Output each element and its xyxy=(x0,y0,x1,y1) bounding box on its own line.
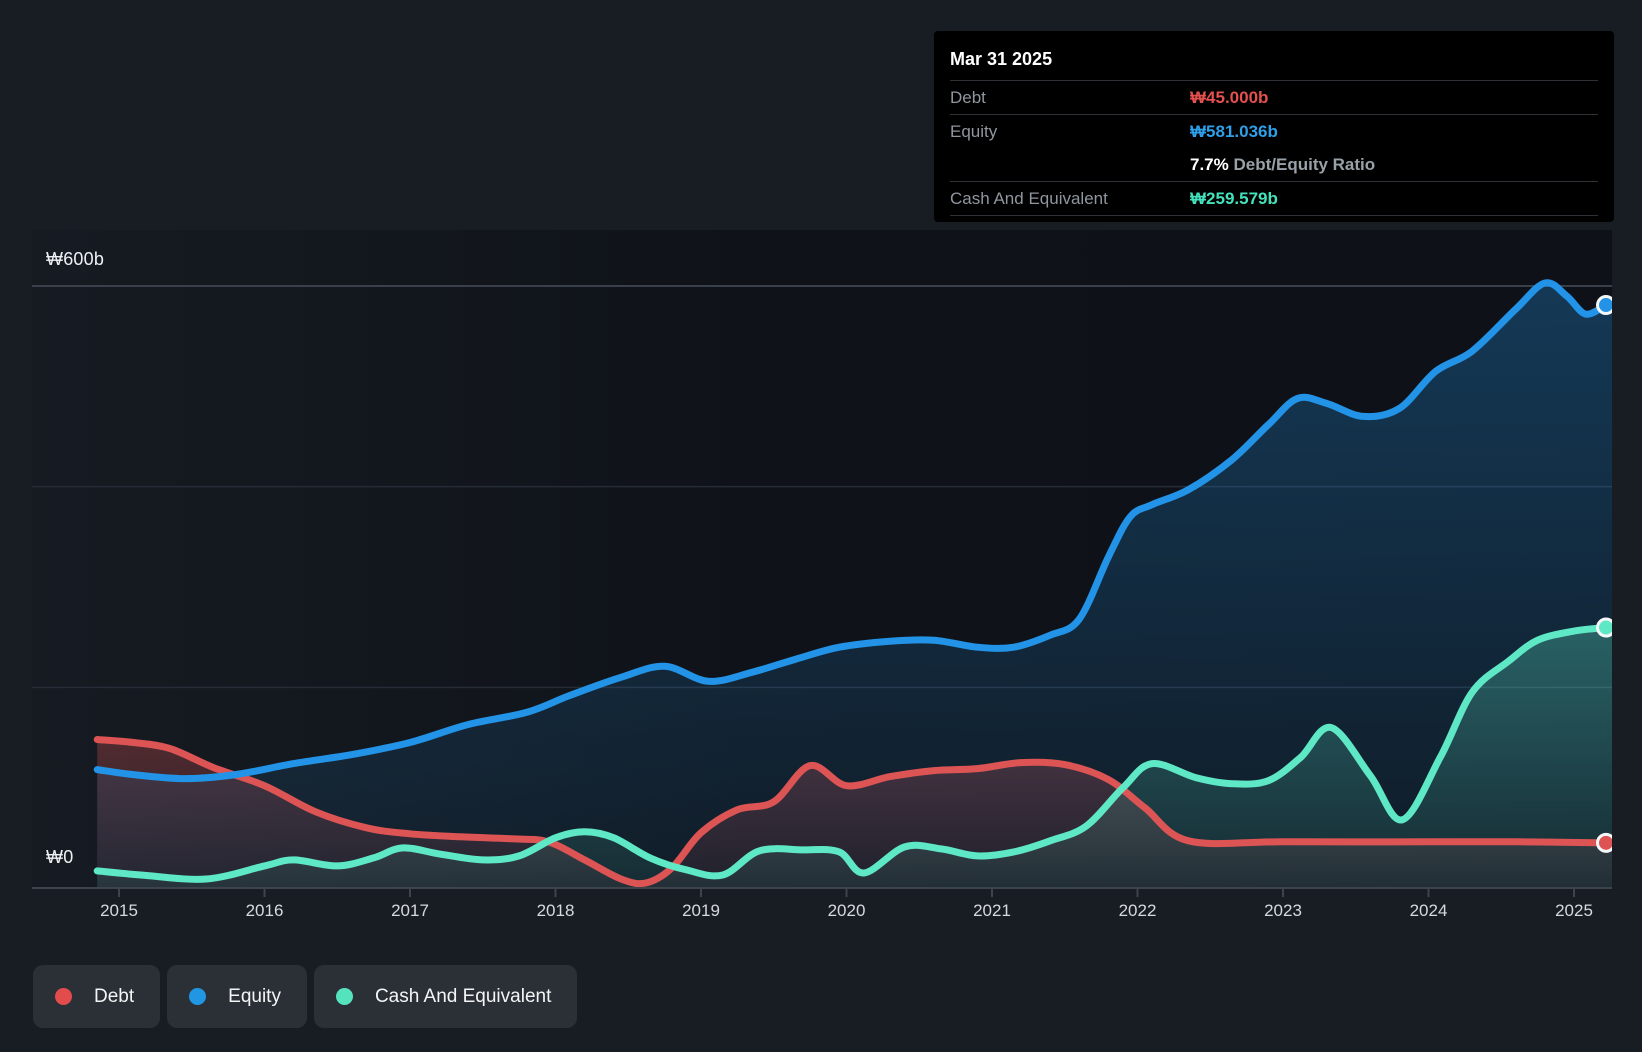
tooltip-row-ratio: 7.7% Debt/Equity Ratio xyxy=(950,148,1598,181)
tooltip-equity-value: ₩581.036b xyxy=(1190,122,1278,141)
x-axis-label-2024: 2024 xyxy=(1409,901,1448,920)
tooltip-ratio: 7.7% Debt/Equity Ratio xyxy=(1190,148,1375,181)
x-axis-label-2019: 2019 xyxy=(682,901,720,920)
legend-debt-label: Debt xyxy=(94,985,135,1007)
tooltip-cash-value: ₩259.579b xyxy=(1190,189,1278,208)
chart-legend: Debt Equity Cash And Equivalent xyxy=(33,965,578,1028)
cash-dot-icon xyxy=(335,988,353,1005)
legend-cash-label: Cash And Equivalent xyxy=(374,985,552,1007)
tooltip-debt-value: ₩45.000b xyxy=(1190,88,1269,107)
tooltip-row-debt: Debt ₩45.000b xyxy=(950,80,1598,114)
x-axis-label-2017: 2017 xyxy=(391,901,429,920)
x-axis-label-2025: 2025 xyxy=(1555,901,1593,920)
equity-dot-icon xyxy=(189,988,207,1005)
x-axis-label-2015: 2015 xyxy=(100,901,138,920)
tooltip-equity-label: Equity xyxy=(950,122,998,141)
legend-item-cash[interactable]: Cash And Equivalent xyxy=(313,965,578,1028)
tooltip-row-cash: Cash And Equivalent ₩259.579b xyxy=(950,181,1598,216)
x-axis-label-2021: 2021 xyxy=(973,901,1011,920)
x-axis-label-2018: 2018 xyxy=(536,901,575,920)
x-axis-label-2016: 2016 xyxy=(245,901,284,920)
tooltip-ratio-label: Debt/Equity Ratio xyxy=(1233,155,1376,174)
x-axis-label-2023: 2023 xyxy=(1264,901,1302,920)
tooltip-ratio-value: 7.7% xyxy=(1190,155,1229,174)
x-axis-label-2022: 2022 xyxy=(1118,901,1157,920)
chart-tooltip: Mar 31 2025 Debt ₩45.000b Equity ₩581.03… xyxy=(934,31,1614,222)
y-axis-label-0: ₩0 xyxy=(46,847,74,867)
debt-dot-icon xyxy=(55,988,72,1005)
tooltip-row-equity: Equity ₩581.036b xyxy=(950,114,1598,148)
x-axis-label-2020: 2020 xyxy=(827,901,866,920)
tooltip-cash-label: Cash And Equivalent xyxy=(950,189,1108,208)
y-axis-label-600b: ₩600b xyxy=(46,249,105,269)
tooltip-date: Mar 31 2025 xyxy=(950,49,1053,69)
legend-equity-label: Equity xyxy=(228,985,281,1007)
tooltip-debt-label: Debt xyxy=(950,88,986,107)
legend-item-equity[interactable]: Equity xyxy=(167,965,307,1028)
legend-item-debt[interactable]: Debt xyxy=(33,965,161,1028)
